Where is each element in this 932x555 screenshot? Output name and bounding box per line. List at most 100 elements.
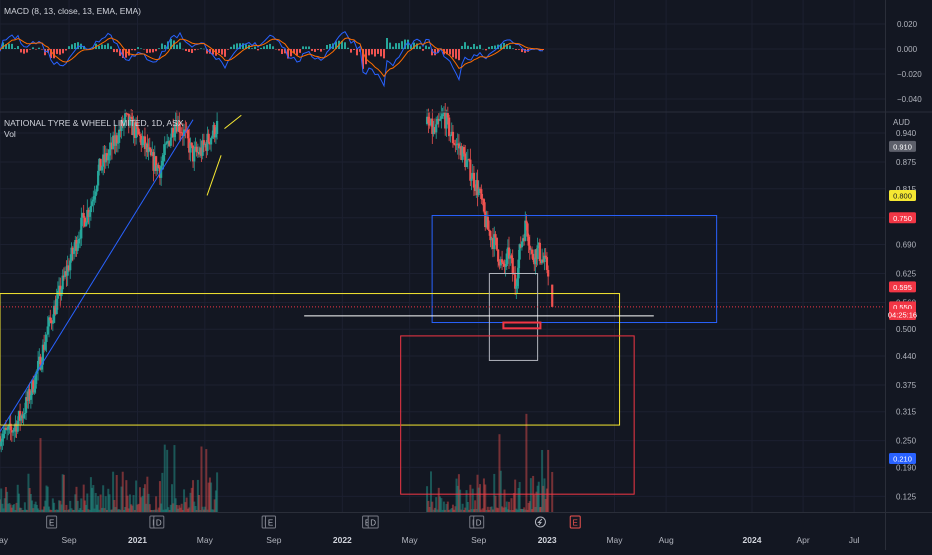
candle-217[interactable] [474,184,477,196]
candle-175[interactable] [212,121,215,140]
candle-201[interactable] [454,139,457,153]
candle-80[interactable] [95,184,99,195]
candle-26[interactable] [29,390,32,409]
candle-232[interactable] [493,226,496,257]
candle-176[interactable] [213,122,216,143]
candle-78[interactable] [93,185,96,206]
candle-168[interactable] [203,141,207,148]
candle-148[interactable] [179,122,182,142]
candle-273[interactable] [541,248,544,265]
earnings-marker-10[interactable]: E [569,515,581,529]
candle-244[interactable] [507,236,511,269]
candle-66[interactable] [78,229,82,249]
candle-62[interactable] [74,235,77,257]
candle-9[interactable] [9,413,12,441]
candle-128[interactable] [154,155,158,177]
candle-17[interactable] [18,403,22,431]
candle-197[interactable] [449,134,452,143]
candle-123[interactable] [148,137,151,152]
candle-49[interactable] [57,277,61,296]
candle-180[interactable] [427,108,430,134]
candle-117[interactable] [141,130,144,148]
candle-38[interactable] [44,331,47,352]
candle-81[interactable] [97,164,100,191]
candle-93[interactable] [112,131,115,150]
candle-22[interactable] [24,390,28,420]
candle-150[interactable] [181,123,184,146]
candle-53[interactable] [62,267,65,281]
candle-75[interactable] [89,198,93,221]
candle-269[interactable] [536,237,539,266]
candle-99[interactable] [119,119,122,138]
candle-255[interactable] [520,240,524,251]
candle-110[interactable] [132,115,135,144]
candle-97[interactable] [116,132,120,153]
candle-102[interactable] [122,117,126,137]
candle-118[interactable] [142,135,145,148]
candle-220[interactable] [477,180,480,197]
candle-65[interactable] [77,231,80,249]
candle-195[interactable] [446,106,449,125]
candle-115[interactable] [138,131,142,143]
candle-210[interactable] [465,151,468,168]
candle-240[interactable] [503,259,506,274]
gray-zone-rect[interactable] [488,272,539,361]
candle-238[interactable] [500,250,504,271]
candle-231[interactable] [491,227,495,258]
candle-237[interactable] [499,256,502,269]
candle-267[interactable] [534,249,537,275]
candle-263[interactable] [529,247,532,255]
candle-120[interactable] [145,142,148,160]
candle-39[interactable] [45,334,48,353]
candle-13[interactable] [14,415,17,438]
candle-204[interactable] [457,134,461,160]
candle-208[interactable] [462,144,466,157]
candle-228[interactable] [488,220,491,236]
candle-259[interactable] [525,214,528,231]
candle-199[interactable] [451,125,455,148]
price-badge-2[interactable] [889,212,916,224]
candle-257[interactable] [523,233,526,246]
candle-71[interactable] [85,221,88,227]
candle-112[interactable] [135,117,138,145]
event-markers[interactable]: EEDDEEDEDE [46,515,581,529]
candle-3[interactable] [2,426,5,446]
candle-11[interactable] [11,429,15,436]
candle-214[interactable] [470,172,473,191]
candle-161[interactable] [195,141,198,157]
red-zone-rect[interactable] [400,335,635,495]
candle-135[interactable] [163,136,166,162]
candle-160[interactable] [194,137,197,151]
candle-264[interactable] [530,246,534,259]
candle-243[interactable] [506,239,509,264]
candle-251[interactable] [516,267,519,294]
candle-157[interactable] [190,142,193,149]
candle-181[interactable] [428,112,431,129]
candle-174[interactable] [211,130,214,140]
candle-67[interactable] [80,207,83,246]
candle-92[interactable] [110,137,114,160]
candle-33[interactable] [38,348,41,365]
candle-130[interactable] [157,162,160,169]
candle-225[interactable] [484,202,487,231]
candle-36[interactable] [41,339,44,373]
candle-242[interactable] [505,248,508,270]
candle-6[interactable] [6,424,9,440]
candle-64[interactable] [76,235,79,255]
macd-signal-line[interactable] [0,37,544,78]
red-small-zone-rect[interactable] [502,321,542,330]
candle-216[interactable] [472,166,476,196]
candle-256[interactable] [521,234,525,247]
candle-207[interactable] [461,145,464,163]
candle-192[interactable] [442,106,446,120]
candle-127[interactable] [153,145,156,174]
candle-7[interactable] [7,425,10,436]
candle-122[interactable] [147,138,150,161]
candle-190[interactable] [440,105,443,129]
symbol-title[interactable]: NATIONAL TYRE & WHEEL LIMITED, 1D, ASX [4,118,184,128]
candle-52[interactable] [61,269,64,294]
price-scale[interactable]: 0.9400.8750.8150.7500.6900.6250.5600.500… [888,129,917,501]
candle-60[interactable] [71,245,74,262]
candle-105[interactable] [126,113,129,116]
candle-186[interactable] [435,116,438,139]
